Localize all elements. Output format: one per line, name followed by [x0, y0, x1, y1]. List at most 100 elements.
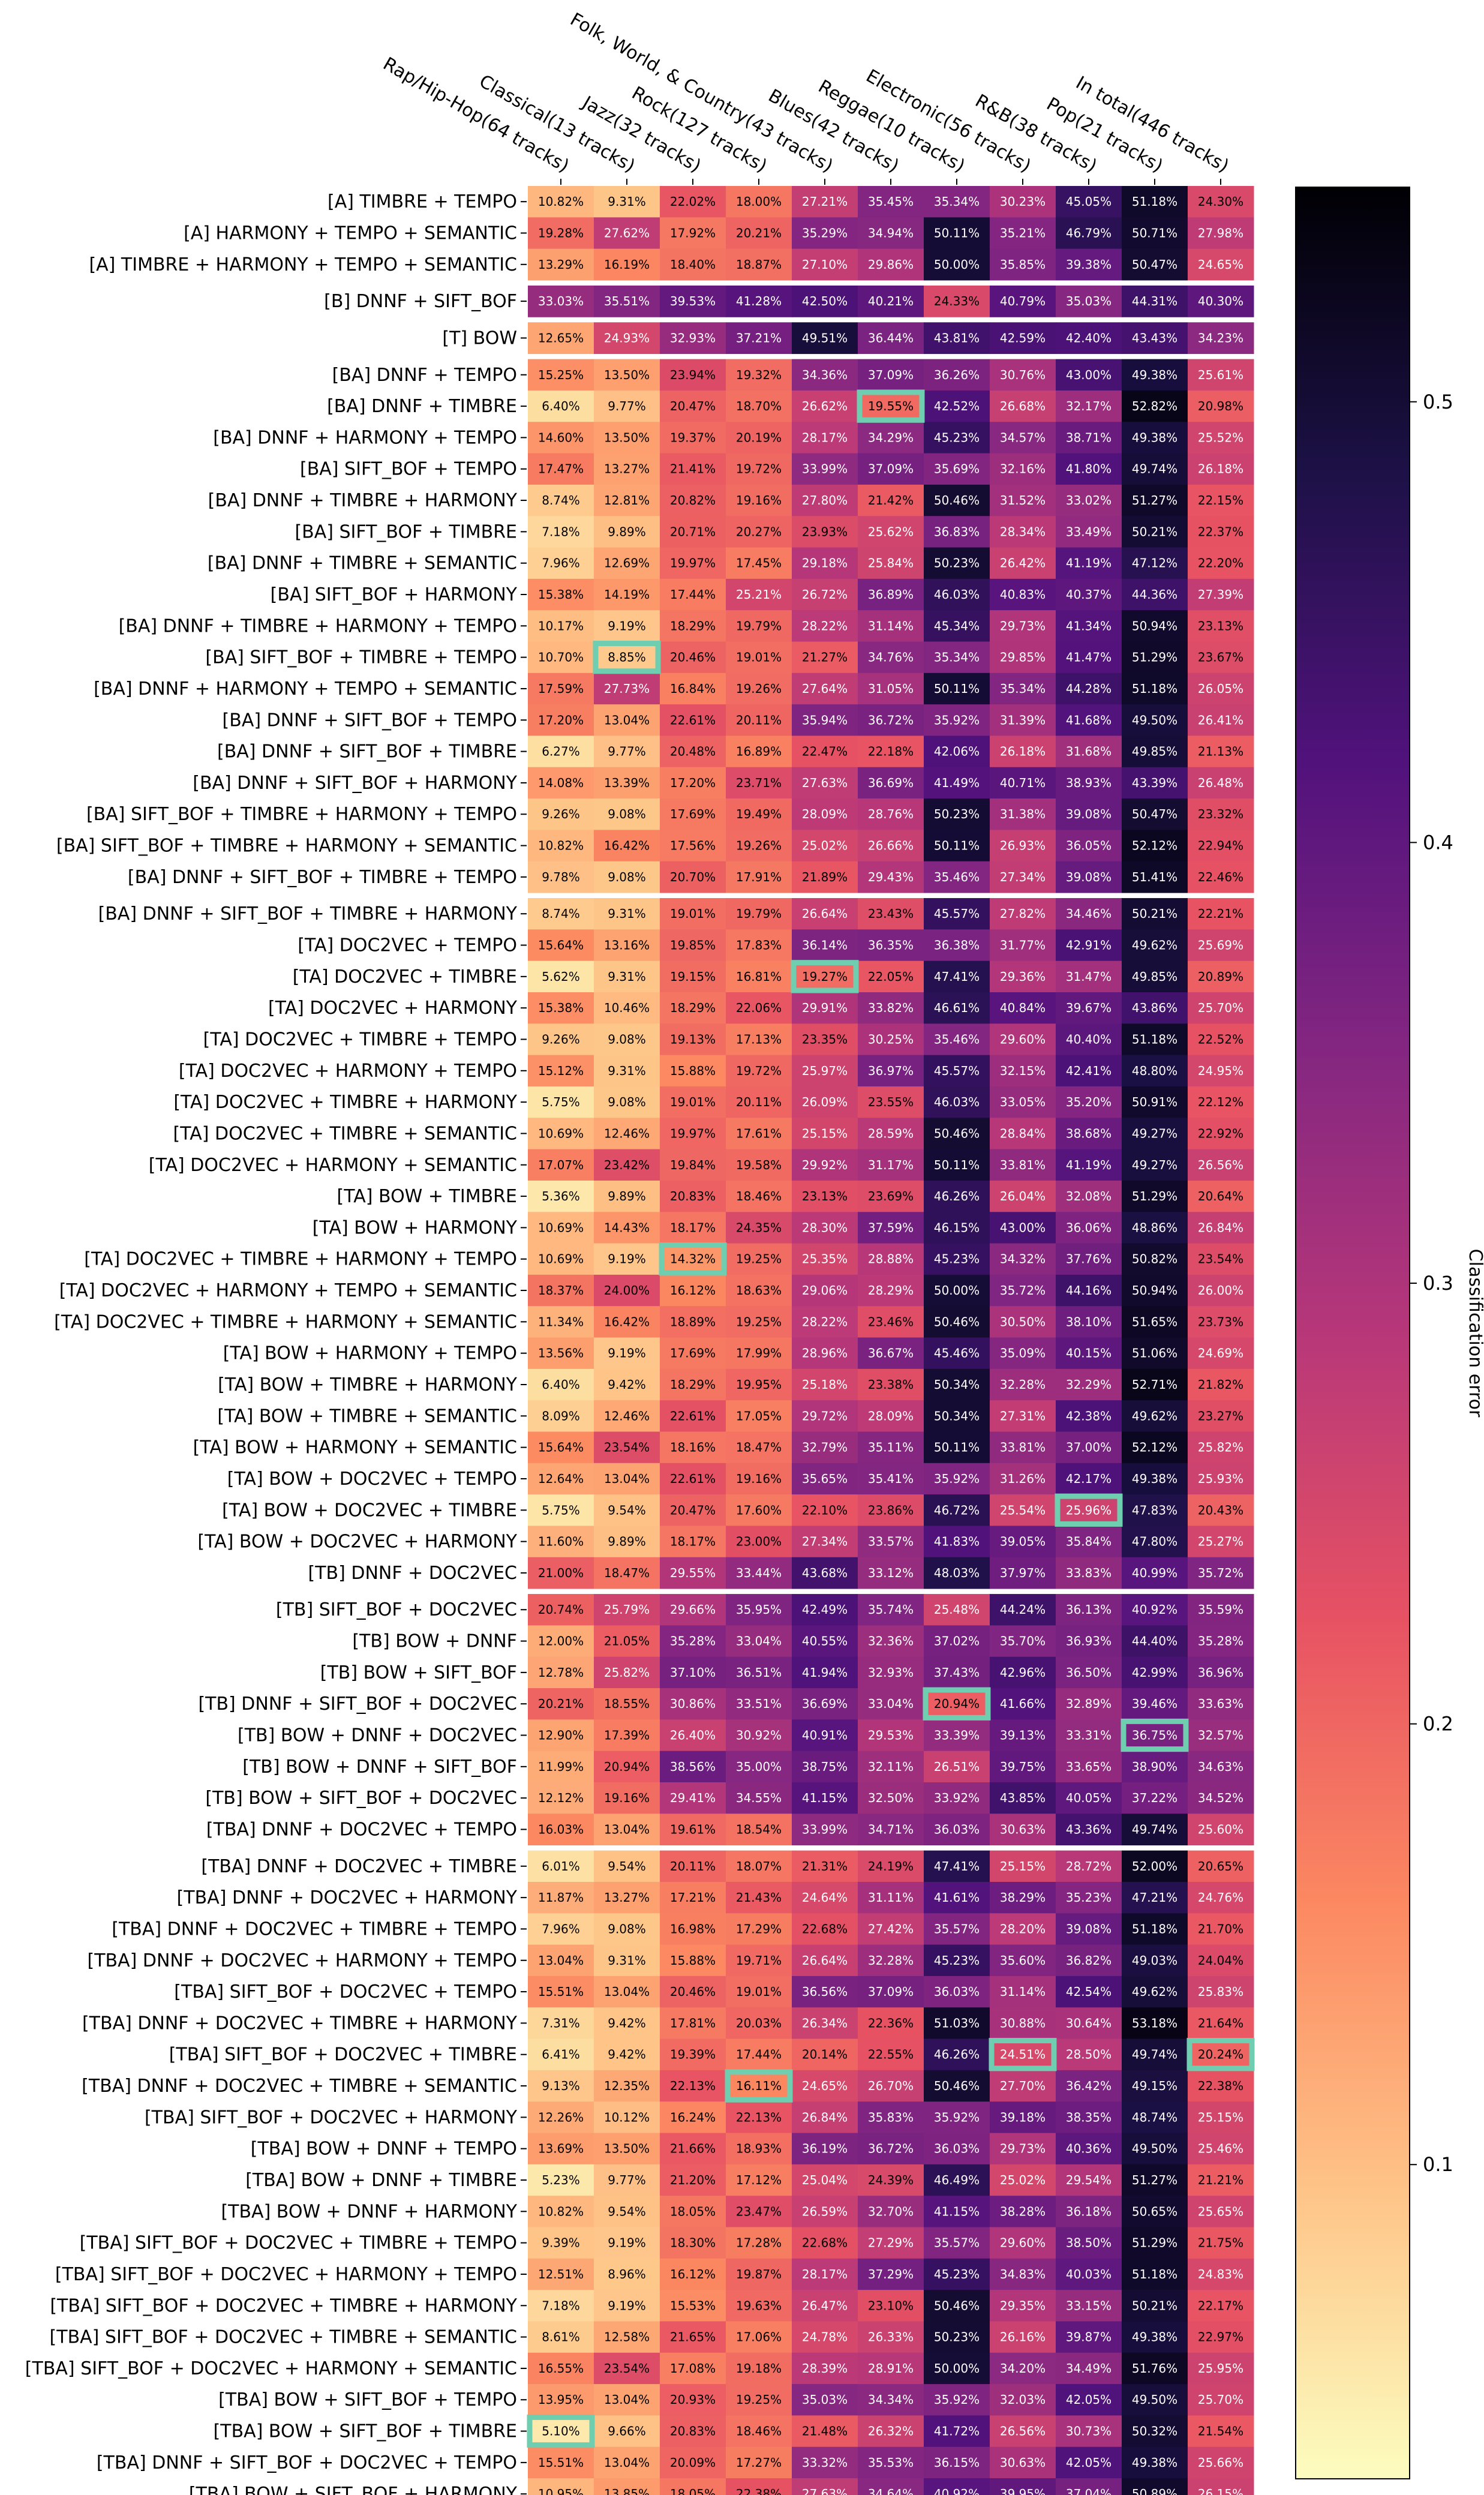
heatmap-cell	[924, 929, 990, 962]
cell-value-label: 19.37%	[670, 430, 716, 445]
cell-value-label: 18.16%	[670, 1440, 716, 1455]
cell-value-label: 35.28%	[1198, 1634, 1243, 1649]
cell-value-label: 26.70%	[868, 2079, 914, 2093]
cell-value-label: 17.12%	[736, 2173, 782, 2187]
heatmap-cell	[660, 1118, 726, 1150]
cell-value-label: 26.09%	[802, 1095, 848, 1109]
cell-value-label: 35.57%	[934, 2236, 980, 2250]
cell-value-label: 10.95%	[538, 2487, 584, 2495]
cell-value-label: 52.12%	[1132, 1440, 1177, 1455]
heatmap-cell	[1056, 1306, 1122, 1338]
heatmap-cell	[726, 1814, 792, 1846]
heatmap-cell	[924, 830, 990, 862]
heatmap-cell	[528, 672, 594, 705]
cell-value-label: 50.82%	[1132, 1252, 1177, 1266]
cell-value-label: 31.17%	[868, 1158, 914, 1172]
heatmap-cell	[660, 960, 726, 993]
heatmap-cell	[858, 1557, 924, 1589]
cell-value-label: 19.01%	[736, 1984, 782, 1999]
heatmap-cell	[924, 2227, 990, 2259]
cell-value-label: 43.68%	[802, 1566, 848, 1580]
heatmap-cell	[990, 578, 1056, 611]
row-label: [TBA] DNNF + DOC2VEC + TIMBRE + SEMANTIC	[82, 2076, 517, 2097]
heatmap-cell	[792, 1337, 858, 1370]
heatmap-cell	[1056, 2352, 1122, 2385]
heatmap-cell	[726, 322, 792, 355]
cell-value-label: 28.20%	[1000, 1921, 1046, 1936]
heatmap-cell	[924, 322, 990, 355]
cell-value-label: 35.72%	[1198, 1566, 1243, 1580]
cell-value-label: 36.15%	[934, 2455, 980, 2470]
heatmap-cell	[594, 1850, 660, 1882]
heatmap-cell	[858, 1850, 924, 1882]
heatmap-cell	[924, 1913, 990, 1945]
cell-value-label: 16.81%	[736, 969, 782, 984]
heatmap-cell	[792, 641, 858, 674]
cell-value-label: 35.34%	[934, 650, 980, 665]
heatmap-cell	[594, 2038, 660, 2071]
cell-value-label: 50.46%	[934, 2298, 980, 2313]
cell-value-label: 19.26%	[736, 681, 782, 696]
cell-value-label: 45.23%	[934, 430, 980, 445]
heatmap-cell	[1122, 516, 1188, 548]
heatmap-cell	[1188, 861, 1254, 893]
heatmap-cell	[1122, 1368, 1188, 1401]
heatmap-cell	[990, 1850, 1056, 1882]
heatmap-cell	[924, 767, 990, 799]
cell-value-label: 22.92%	[1198, 1126, 1243, 1140]
cell-value-label: 33.04%	[736, 1634, 782, 1649]
heatmap-cell	[924, 484, 990, 517]
heatmap-cell	[660, 2133, 726, 2165]
cell-value-label: 34.76%	[868, 650, 914, 665]
heatmap-cell	[858, 2007, 924, 2040]
cell-value-label: 50.46%	[934, 2079, 980, 2093]
row-label: [TA] DOC2VEC + TIMBRE + SEMANTIC	[173, 1123, 517, 1144]
heatmap-cell	[990, 2038, 1056, 2071]
heatmap-cell	[660, 1023, 726, 1056]
cell-value-label: 23.67%	[1198, 650, 1243, 665]
heatmap-cell	[792, 1782, 858, 1814]
cell-value-label: 23.13%	[1198, 619, 1243, 633]
cell-value-label: 28.22%	[802, 619, 848, 633]
heatmap-cell	[528, 1368, 594, 1401]
heatmap-cell	[594, 2070, 660, 2102]
cell-value-label: 24.95%	[1198, 1064, 1243, 1078]
cell-value-label: 40.30%	[1198, 294, 1243, 308]
cell-value-label: 15.53%	[670, 2298, 716, 2313]
heatmap-cell	[792, 1180, 858, 1212]
heatmap-cell	[726, 2258, 792, 2290]
cell-value-label: 18.05%	[670, 2487, 716, 2495]
heatmap-cell	[990, 1913, 1056, 1945]
cell-value-label: 17.39%	[604, 1728, 650, 1743]
cell-value-label: 8.61%	[542, 2330, 580, 2344]
cell-value-label: 37.09%	[868, 368, 914, 382]
row-label: [TB] SIFT_BOF + DOC2VEC	[276, 1599, 517, 1620]
cell-value-label: 9.31%	[608, 1064, 646, 1078]
heatmap-cell	[990, 1463, 1056, 1495]
row-label: [TBA] BOW + SIFT_BOF + TIMBRE	[214, 2421, 517, 2442]
cell-value-label: 38.28%	[1000, 2204, 1046, 2218]
cell-value-label: 28.88%	[868, 1252, 914, 1266]
heatmap-cell	[990, 453, 1056, 485]
cell-value-label: 27.39%	[1198, 587, 1243, 602]
cell-value-label: 32.29%	[1066, 1377, 1112, 1392]
cell-value-label: 9.26%	[542, 807, 580, 821]
cell-value-label: 26.72%	[802, 587, 848, 602]
heatmap-cell	[594, 2478, 660, 2495]
heatmap-cell	[990, 2384, 1056, 2416]
heatmap-cell	[594, 830, 660, 862]
cell-value-label: 26.48%	[1198, 776, 1243, 790]
heatmap-cell	[924, 1086, 990, 1118]
cell-value-label: 46.26%	[934, 2047, 980, 2062]
heatmap-cell	[1188, 390, 1254, 422]
cell-value-label: 20.09%	[670, 2455, 716, 2470]
row-label: [BA] DNNF + TIMBRE + SEMANTIC	[208, 553, 517, 574]
cell-value-label: 40.03%	[1066, 2267, 1112, 2281]
heatmap-cell	[1188, 960, 1254, 993]
heatmap-cell	[1122, 1274, 1188, 1307]
row-label: [BA] DNNF + SIFT_BOF + TIMBRE	[217, 741, 517, 762]
cell-value-label: 33.12%	[868, 1566, 914, 1580]
heatmap-cell	[594, 1913, 660, 1945]
heatmap-cell	[924, 2446, 990, 2479]
heatmap-cell	[594, 1086, 660, 1118]
